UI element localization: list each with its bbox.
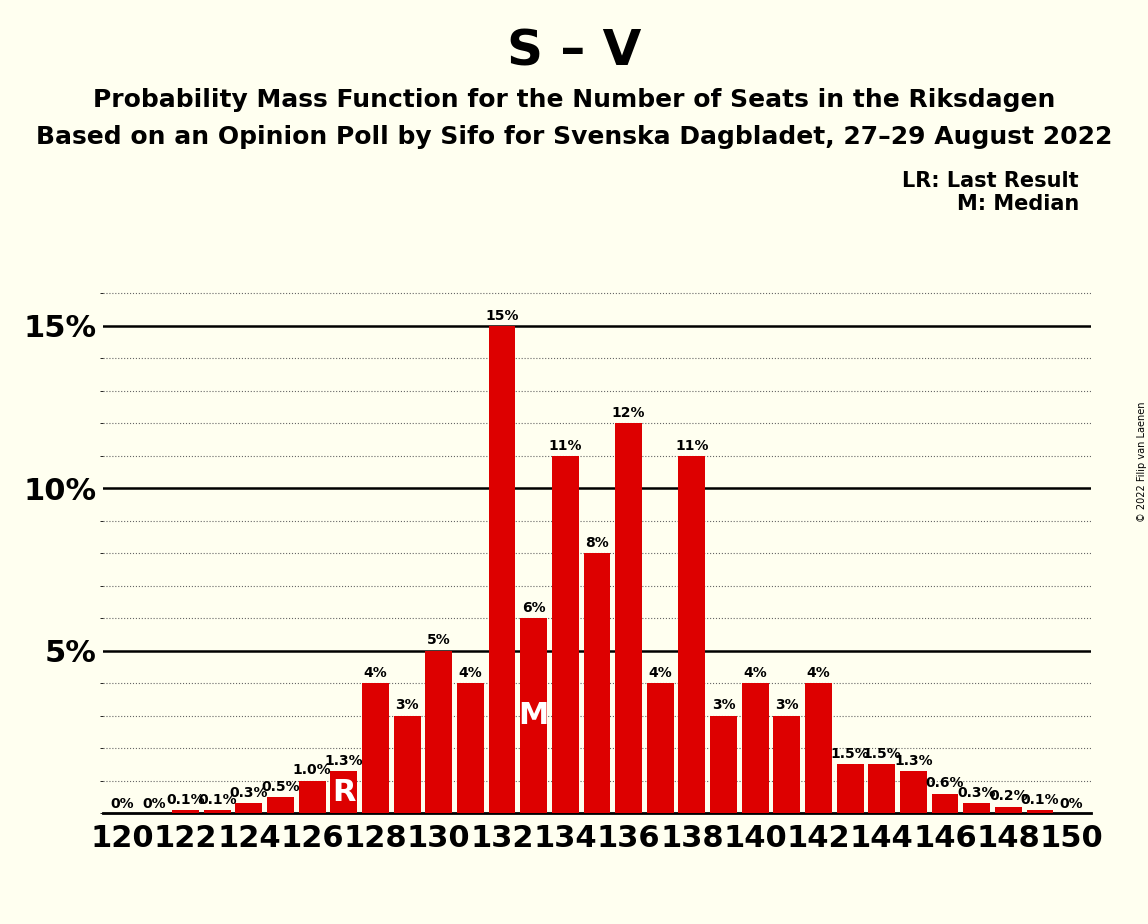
Bar (1026, 809, 1054, 813)
Text: 1.0%: 1.0% (293, 763, 332, 777)
Bar (868, 764, 895, 813)
Bar (995, 807, 1022, 813)
Text: 0.6%: 0.6% (925, 776, 964, 790)
Text: 4%: 4% (743, 666, 767, 680)
Bar (805, 683, 832, 813)
Text: 3%: 3% (775, 699, 799, 712)
Text: 0%: 0% (110, 797, 134, 811)
Text: 4%: 4% (649, 666, 672, 680)
Text: 12%: 12% (612, 407, 645, 420)
Bar (457, 683, 483, 813)
Bar (552, 456, 579, 813)
Bar (298, 781, 326, 813)
Bar (615, 423, 642, 813)
Text: 3%: 3% (712, 699, 736, 712)
Text: 0.1%: 0.1% (1021, 793, 1060, 807)
Bar (678, 456, 705, 813)
Bar (362, 683, 389, 813)
Text: M: Median: M: Median (957, 194, 1079, 214)
Text: © 2022 Filip van Laenen: © 2022 Filip van Laenen (1138, 402, 1147, 522)
Bar (394, 716, 420, 813)
Text: 0%: 0% (1060, 797, 1084, 811)
Text: R: R (332, 777, 356, 807)
Text: 0.3%: 0.3% (230, 786, 269, 800)
Bar (583, 553, 611, 813)
Text: 0.3%: 0.3% (957, 786, 996, 800)
Text: Probability Mass Function for the Number of Seats in the Riksdagen: Probability Mass Function for the Number… (93, 88, 1055, 112)
Text: Based on an Opinion Poll by Sifo for Svenska Dagbladet, 27–29 August 2022: Based on an Opinion Poll by Sifo for Sve… (36, 125, 1112, 149)
Text: 6%: 6% (522, 601, 545, 615)
Text: 0.1%: 0.1% (166, 793, 204, 807)
Text: 4%: 4% (458, 666, 482, 680)
Bar (267, 796, 294, 813)
Bar (837, 764, 863, 813)
Text: S – V: S – V (506, 28, 642, 76)
Bar (172, 809, 199, 813)
Text: 0%: 0% (142, 797, 165, 811)
Text: 8%: 8% (585, 536, 608, 550)
Text: LR: Last Result: LR: Last Result (902, 171, 1079, 191)
Bar (425, 650, 452, 813)
Text: 1.3%: 1.3% (894, 754, 932, 768)
Bar (235, 803, 263, 813)
Bar (489, 326, 515, 813)
Text: 0.5%: 0.5% (262, 780, 300, 794)
Bar (963, 803, 990, 813)
Text: 1.5%: 1.5% (862, 748, 901, 761)
Bar (742, 683, 769, 813)
Text: 4%: 4% (364, 666, 387, 680)
Text: 3%: 3% (395, 699, 419, 712)
Bar (931, 794, 959, 813)
Text: 11%: 11% (675, 439, 708, 453)
Bar (711, 716, 737, 813)
Text: 5%: 5% (427, 634, 451, 648)
Text: 1.3%: 1.3% (325, 754, 363, 768)
Text: 11%: 11% (549, 439, 582, 453)
Bar (646, 683, 674, 813)
Text: 0.2%: 0.2% (990, 789, 1027, 803)
Text: 0.1%: 0.1% (197, 793, 236, 807)
Text: 4%: 4% (807, 666, 830, 680)
Text: M: M (519, 701, 549, 730)
Bar (331, 771, 357, 813)
Text: 1.5%: 1.5% (831, 748, 869, 761)
Bar (900, 771, 926, 813)
Bar (204, 809, 231, 813)
Bar (520, 618, 548, 813)
Text: 15%: 15% (486, 309, 519, 322)
Bar (774, 716, 800, 813)
